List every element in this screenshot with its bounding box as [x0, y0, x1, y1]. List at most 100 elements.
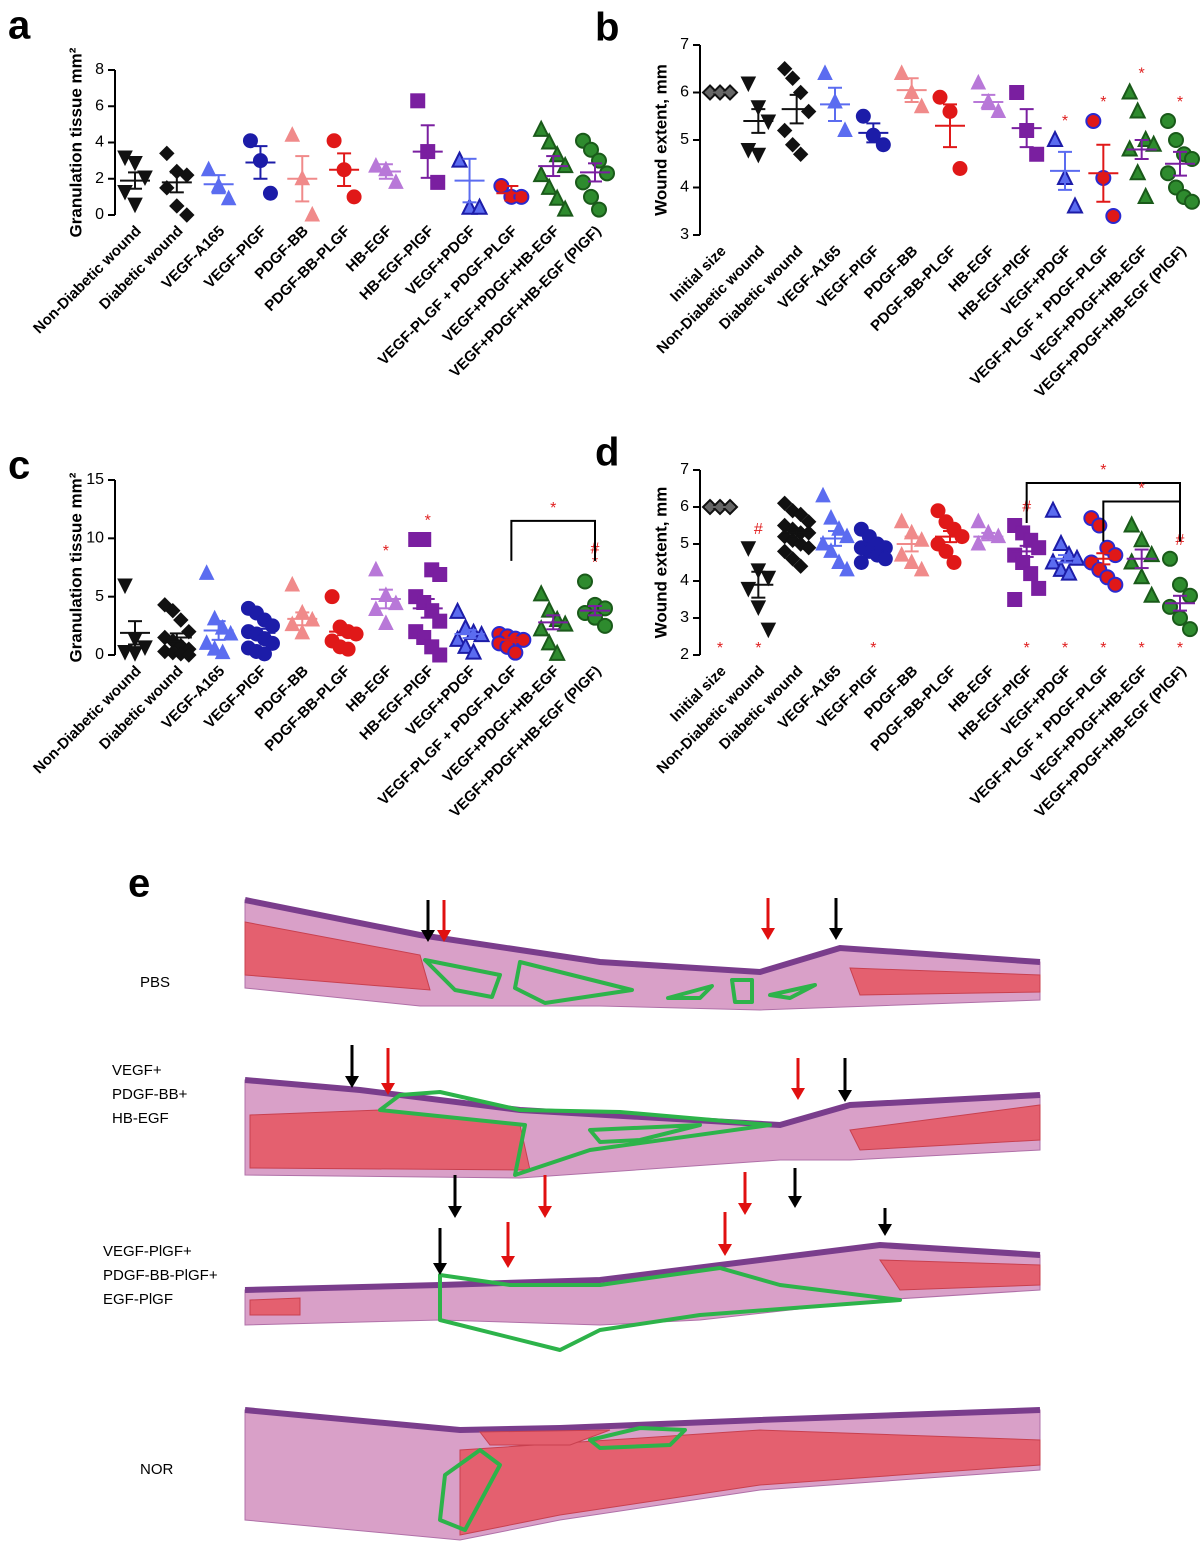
data-point	[1007, 592, 1023, 607]
data-point	[952, 161, 968, 176]
arrow-head	[538, 1206, 552, 1218]
data-point	[540, 177, 558, 195]
data-point	[1172, 576, 1188, 593]
data-point	[760, 570, 777, 587]
data-point	[1060, 563, 1078, 581]
granulation-outline	[768, 983, 817, 1000]
data-point	[1009, 85, 1025, 100]
data-point	[1129, 163, 1147, 181]
data-point	[548, 643, 566, 661]
data-point	[1123, 552, 1141, 570]
granulation-outline	[438, 1448, 502, 1532]
data-point	[776, 122, 793, 139]
data-point	[1123, 515, 1141, 533]
data-point	[823, 508, 839, 525]
data-point	[284, 575, 301, 592]
arrow-head	[433, 1263, 447, 1275]
data-point	[169, 198, 185, 214]
data-point	[532, 619, 550, 637]
data-point	[913, 97, 930, 114]
data-point	[1184, 193, 1200, 210]
data-point	[294, 623, 311, 640]
data-point	[532, 164, 550, 183]
data-point	[220, 189, 237, 206]
data-point	[913, 560, 930, 577]
y-tick-label: 7	[680, 461, 689, 478]
data-point	[1133, 567, 1151, 585]
arrow-head	[761, 928, 775, 940]
data-point	[583, 188, 599, 205]
y-tick-label: 0	[95, 646, 104, 663]
data-point	[256, 646, 272, 662]
data-point	[1162, 598, 1178, 615]
y-tick-label: 3	[680, 609, 689, 626]
data-point	[792, 506, 809, 523]
data-point	[597, 600, 613, 617]
data-point	[893, 545, 910, 562]
data-point	[1066, 196, 1084, 214]
data-point	[548, 188, 566, 206]
data-point	[1145, 134, 1163, 152]
data-point	[173, 612, 189, 628]
data-point	[1085, 113, 1102, 129]
y-tick-label: 4	[95, 134, 104, 151]
data-point	[540, 600, 558, 618]
data-point	[470, 197, 489, 215]
data-point	[776, 543, 793, 560]
y-tick-label: 6	[680, 498, 689, 515]
data-point	[932, 89, 948, 105]
data-point	[815, 486, 831, 503]
data-point	[165, 602, 181, 619]
row-label: PDGF-BB-PlGF+	[103, 1267, 218, 1284]
data-point	[776, 61, 793, 77]
data-point	[1160, 113, 1176, 129]
data-point	[1160, 165, 1176, 182]
data-point	[1044, 500, 1062, 518]
arrow-head	[829, 928, 843, 940]
arrow-head	[421, 930, 435, 942]
arrow-head	[878, 1224, 892, 1236]
data-point	[575, 174, 591, 191]
data-point	[1143, 544, 1161, 563]
y-axis-label: Wound extent, mm	[651, 64, 670, 216]
granulation-outline	[730, 978, 754, 1004]
significance-mark: *	[870, 640, 876, 657]
data-point	[432, 567, 448, 582]
data-point	[930, 503, 946, 519]
significance-mark: *	[755, 640, 761, 657]
data-point	[532, 584, 550, 602]
data-point	[1162, 550, 1178, 567]
data-point	[1052, 533, 1070, 551]
data-point	[137, 170, 153, 187]
muscle-layer	[478, 1429, 611, 1446]
data-point	[837, 121, 853, 137]
data-point	[324, 589, 340, 605]
row-label: NOR	[140, 1461, 174, 1478]
y-tick-label: 3	[680, 226, 689, 243]
data-point	[214, 643, 231, 660]
data-point	[877, 551, 893, 567]
data-point	[416, 532, 432, 547]
data-point	[1182, 621, 1198, 638]
y-tick-label: 4	[680, 572, 689, 589]
data-point	[740, 76, 757, 93]
panel-label: a	[8, 4, 31, 48]
data-point	[222, 624, 239, 641]
data-point	[1168, 132, 1184, 148]
data-point	[855, 108, 871, 124]
data-point	[540, 132, 558, 150]
data-point	[1107, 576, 1124, 593]
data-point	[456, 636, 475, 654]
y-tick-label: 5	[680, 535, 689, 552]
muscle-layer	[849, 967, 1041, 996]
muscle-layer	[249, 1297, 301, 1316]
data-point	[1107, 547, 1124, 564]
muscle-layer	[244, 921, 431, 991]
significance-mark: *	[1139, 66, 1145, 83]
data-point	[597, 617, 613, 634]
data-point	[117, 578, 133, 595]
significance-mark: *	[592, 555, 598, 572]
arrow-head	[718, 1244, 732, 1256]
panel-label: d	[595, 431, 619, 475]
